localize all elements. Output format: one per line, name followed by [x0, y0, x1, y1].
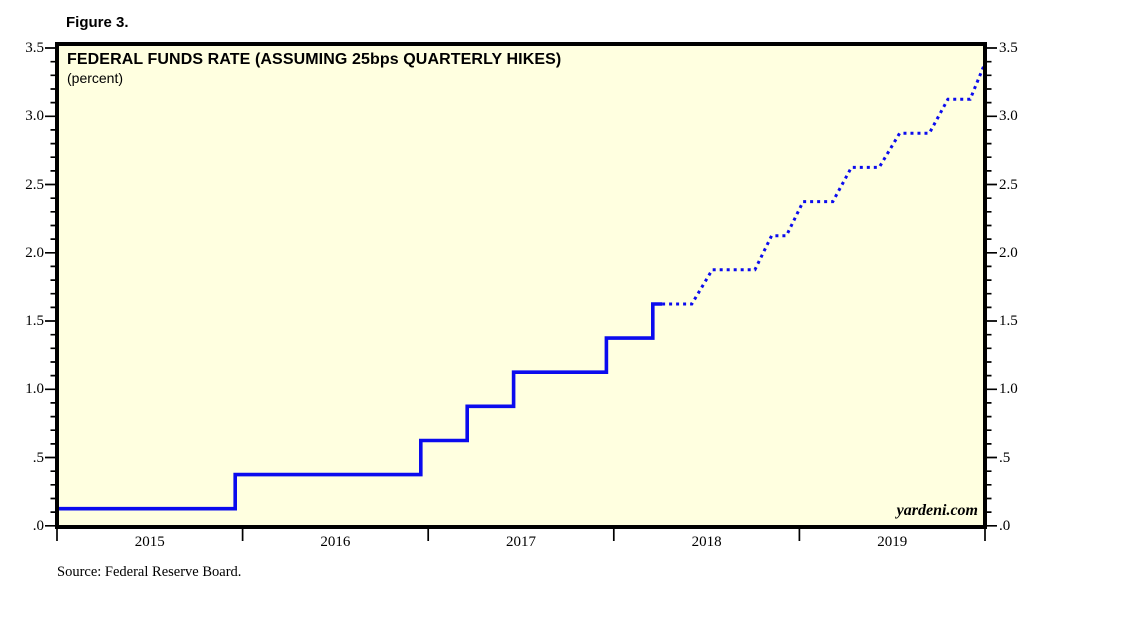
federal-funds-rate-actual-line	[57, 302, 663, 511]
y-tick-label-right: 3.5	[999, 40, 1018, 56]
chart-title: FEDERAL FUNDS RATE (ASSUMING 25bps QUART…	[67, 51, 562, 68]
y-tick-label-left: 1.0	[25, 381, 44, 398]
y-tick-label-left: 2.0	[25, 244, 44, 261]
y-tick-label-right: .0	[999, 517, 1011, 534]
y-tick-label-left: .0	[32, 517, 44, 534]
y-tick-label-right: 2.0	[999, 244, 1018, 261]
federal-funds-rate-projected-25bps-quarterly-line	[662, 62, 987, 306]
y-tick-label-right: 1.5	[999, 313, 1018, 330]
x-tick-label-year: 2015	[134, 534, 165, 550]
source-note: Source: Federal Reserve Board.	[57, 564, 242, 580]
y-tick-label-right: 2.5	[999, 176, 1018, 193]
y-tick-label-left: 3.0	[25, 108, 44, 125]
chart-subtitle: (percent)	[67, 70, 124, 86]
y-tick-label-right: 3.0	[999, 108, 1018, 125]
axis-ticks	[45, 47, 997, 541]
x-tick-label-year: 2019	[877, 534, 908, 550]
y-tick-label-left: 3.5	[25, 40, 44, 56]
y-tick-label-right: .5	[999, 449, 1011, 466]
x-tick-label-year: 2018	[691, 534, 722, 550]
x-tick-label-year: 2016	[320, 534, 351, 550]
y-tick-label-right: 1.0	[999, 381, 1018, 398]
watermark-yardeni: yardeni.com	[896, 502, 978, 519]
figure-label: Figure 3.	[66, 14, 129, 31]
plot-background	[57, 44, 985, 527]
y-tick-label-left: 1.5	[25, 313, 44, 330]
y-tick-label-left: 2.5	[25, 176, 44, 193]
plot-border	[55, 42, 987, 529]
y-tick-label-left: .5	[32, 449, 44, 466]
x-tick-label-year: 2017	[506, 534, 536, 550]
